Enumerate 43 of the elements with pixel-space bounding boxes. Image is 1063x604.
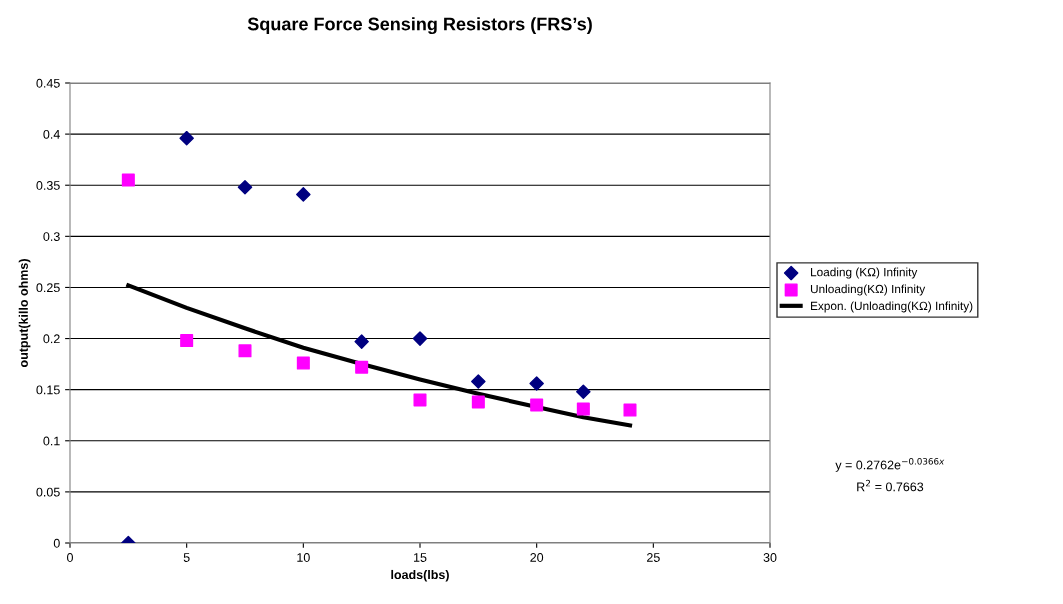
y-tick-label: 0.1 xyxy=(43,436,60,446)
point xyxy=(529,376,544,391)
point xyxy=(530,398,544,412)
text: y = 0.2762e$^{−0.0366x}$ xyxy=(835,458,945,472)
y-axis-title: output(killo ohms) xyxy=(18,259,31,368)
x-axis-title: loads(lbs) xyxy=(391,569,449,582)
point xyxy=(623,403,637,417)
y-tick-label: 0.25 xyxy=(36,283,60,293)
point xyxy=(296,187,311,202)
point xyxy=(355,360,369,374)
point xyxy=(180,334,194,348)
point xyxy=(179,130,194,146)
point xyxy=(471,395,485,409)
x-tick-label: 20 xyxy=(530,553,544,562)
point xyxy=(237,179,253,195)
point xyxy=(576,384,591,399)
x-tick-label: 10 xyxy=(297,553,310,562)
y-tick-label: 0.05 xyxy=(36,487,60,497)
point xyxy=(354,334,369,349)
text: R$^{2}$ = 0.7663 xyxy=(857,479,924,492)
point xyxy=(296,356,310,370)
point xyxy=(576,402,590,416)
y-tick-label: 0.15 xyxy=(36,385,60,395)
x-tick-label: 25 xyxy=(647,553,660,562)
legend-label: Loading (KΩ) Infinity xyxy=(811,267,918,279)
chart-title: Square Force Sensing Resistors (FRS’s) xyxy=(247,17,592,35)
point xyxy=(413,393,427,407)
x-tick-label: 0 xyxy=(67,553,73,562)
y-tick-label: 0.3 xyxy=(43,232,60,241)
y-tick-label: 0.35 xyxy=(36,181,60,190)
point xyxy=(471,374,486,389)
legend-label: Unloading(KΩ) Infinity xyxy=(810,284,926,296)
y-tick-label: 0.2 xyxy=(43,334,60,344)
x-tick-label: 15 xyxy=(414,553,427,562)
y-tick-label: 0 xyxy=(53,538,60,548)
y-tick-label: 0.45 xyxy=(36,78,60,88)
y-tick-label: 0.4 xyxy=(43,129,60,139)
point xyxy=(412,331,428,346)
point xyxy=(121,173,135,187)
x-tick-label: 30 xyxy=(763,553,777,562)
point xyxy=(238,344,252,358)
x-tick-label: 5 xyxy=(183,553,190,562)
legend-label: Expon. (Unloading(KΩ) Infinity) xyxy=(811,301,973,313)
